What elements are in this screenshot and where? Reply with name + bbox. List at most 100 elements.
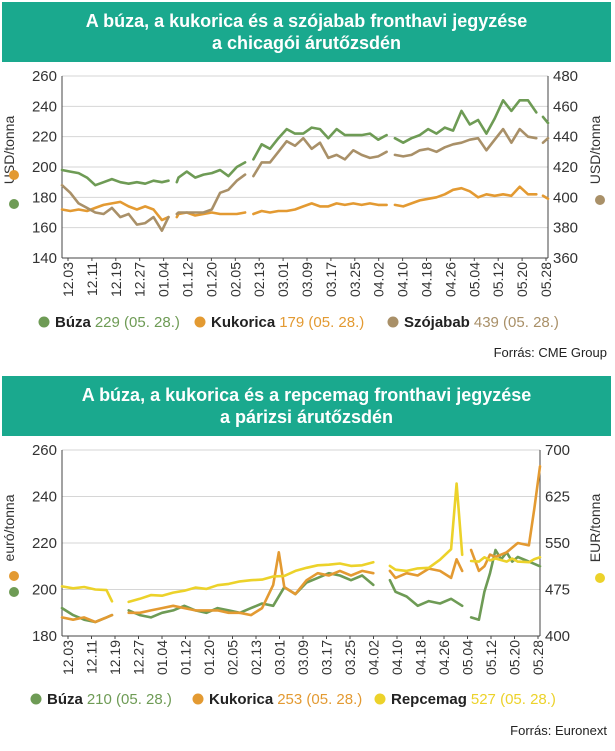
series-line-segment (541, 115, 550, 125)
x-tick-label: 02.13 (248, 640, 264, 675)
series-szójabab (60, 127, 550, 232)
x-tick-label: 01.04 (156, 262, 172, 297)
series-line-segment (469, 465, 542, 573)
chart1-title: A búza, a kukorica és a szójabab frontha… (2, 2, 611, 62)
x-tick-label: 05.12 (483, 640, 499, 675)
y-tick-left: 160 (32, 220, 57, 237)
legend-name: Kukorica (211, 314, 276, 331)
x-tick-label: 12.27 (132, 262, 148, 297)
y-axis-title-right: EUR/tonna (587, 494, 603, 563)
left-axis-series-marker (9, 199, 19, 209)
y-tick-right: 420 (553, 159, 578, 176)
x-tick-label: 05.04 (466, 262, 482, 297)
x-tick-label: 04.18 (413, 640, 429, 675)
series-line-segment (60, 585, 114, 603)
x-tick-label: 04.26 (436, 640, 452, 675)
series-line-segment (175, 173, 247, 216)
y-axis-title-right: USD/tonna (587, 116, 603, 185)
x-tick-label: 12.03 (60, 640, 76, 675)
series-repcemag (60, 482, 542, 604)
x-tick-label: 05.04 (460, 640, 476, 675)
legend-value: 210 (05. 28.) (87, 691, 172, 708)
x-tick-label: 12.11 (84, 640, 100, 674)
legend-name: Szójabab (404, 314, 470, 331)
x-tick-label: 01.12 (178, 640, 194, 675)
right-axis-series-marker (595, 573, 605, 583)
legend-name: Repcemag (391, 691, 467, 708)
x-tick-label: 12.27 (131, 640, 147, 675)
series-line-segment (393, 127, 538, 158)
legend-value: 439 (05. 28.) (474, 314, 559, 331)
x-tick-label: 12.11 (84, 262, 100, 296)
x-tick-label: 03.25 (347, 262, 363, 297)
y-tick-left: 220 (32, 129, 57, 146)
legend-value: 527 (05. 28.) (471, 691, 556, 708)
series-line-segment (127, 551, 375, 617)
x-tick-label: 12.19 (108, 262, 124, 297)
x-tick-label: 01.04 (154, 640, 170, 675)
x-tick-label: 05.20 (507, 640, 523, 675)
y-tick-right: 360 (553, 250, 578, 267)
x-tick-label: 05.28 (538, 262, 554, 297)
x-tick-label: 04.10 (389, 640, 405, 675)
series-line-segment (393, 99, 538, 144)
series-line-segment (60, 168, 170, 187)
legend-name: Kukorica (209, 691, 274, 708)
y-tick-right: 475 (545, 582, 570, 599)
legend-entry: Búza 229 (05. 28.) (55, 314, 180, 331)
legend-marker (38, 316, 50, 328)
right-axis-series-marker (595, 195, 605, 205)
x-tick-label: 04.18 (419, 262, 435, 297)
y-tick-right: 380 (553, 220, 578, 237)
series-line-segment (469, 556, 542, 564)
series-line-segment (60, 200, 170, 222)
y-tick-right: 480 (553, 68, 578, 85)
y-axis-title-left: USD/tonna (1, 116, 17, 185)
x-tick-label: 02.05 (227, 262, 243, 297)
y-tick-right: 700 (545, 442, 570, 459)
y-tick-left: 260 (32, 442, 57, 459)
chart2-title: A búza, a kukorica és a repcemag frontha… (2, 376, 611, 436)
series-line-segment (60, 183, 170, 232)
series-kukorica (60, 465, 542, 624)
series-line-segment (393, 185, 538, 208)
y-tick-left: 260 (32, 68, 57, 85)
series-line-segment (388, 482, 464, 573)
legend-marker (30, 693, 42, 705)
y-tick-left: 220 (32, 535, 57, 552)
x-tick-label: 03.01 (275, 262, 291, 297)
legend-marker (192, 693, 204, 705)
series-line-segment (252, 202, 388, 216)
x-tick-label: 05.12 (490, 262, 506, 297)
chart1-title-line1: A búza, a kukorica és a szójabab frontha… (85, 11, 528, 31)
x-tick-label: 03.09 (299, 262, 315, 297)
legend-entry: Búza 210 (05. 28.) (47, 691, 172, 708)
series-line-segment (388, 578, 464, 608)
left-axis-series-marker (9, 571, 19, 581)
chart2-source: Forrás: Euronext (510, 723, 607, 738)
legend-marker (374, 693, 386, 705)
chart2-title-line1: A búza, a kukorica és a repcemag frontha… (81, 385, 532, 405)
x-tick-label: 03.01 (272, 640, 288, 675)
y-tick-left: 140 (32, 250, 57, 267)
series-line-segment (60, 613, 114, 624)
series-búza (60, 99, 550, 187)
legend-entry: Repcemag 527 (05. 28.) (391, 691, 556, 708)
y-tick-left: 200 (32, 159, 57, 176)
x-tick-label: 03.09 (295, 640, 311, 675)
series-line-segment (175, 161, 247, 184)
y-tick-left: 200 (32, 582, 57, 599)
y-tick-right: 440 (553, 129, 578, 146)
y-tick-right: 400 (545, 628, 570, 645)
x-tick-label: 12.03 (60, 262, 76, 297)
legend-entry: Szójabab 439 (05. 28.) (404, 314, 559, 331)
left-axis-series-marker (9, 587, 19, 597)
y-tick-left: 240 (32, 489, 57, 506)
left-axis-series-marker (9, 170, 19, 180)
x-tick-label: 04.02 (366, 640, 382, 675)
y-tick-right: 625 (545, 489, 570, 506)
legend-marker (194, 316, 206, 328)
x-tick-label: 03.25 (342, 640, 358, 675)
y-tick-right: 550 (545, 535, 570, 552)
